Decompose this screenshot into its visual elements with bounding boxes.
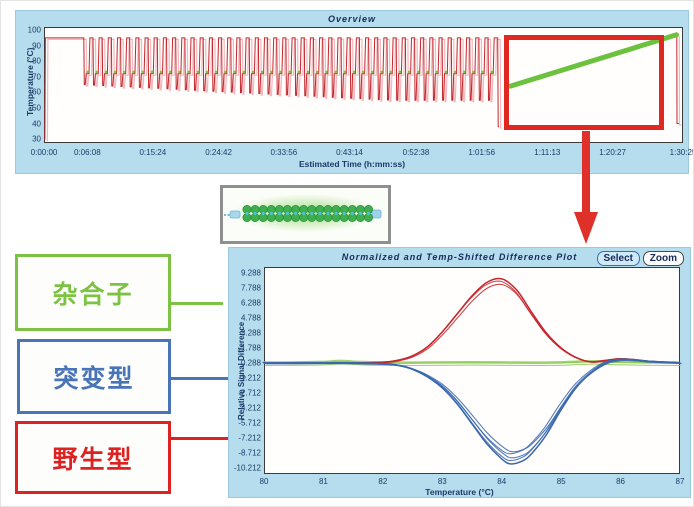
select-button[interactable]: Select	[596, 251, 640, 266]
tick-label: 0:24:42	[205, 148, 232, 157]
callout-arrow-shaft	[582, 131, 590, 214]
overview-y-axis-label: Temperature (°C)	[25, 47, 35, 116]
legend-label-mutant: 突变型	[53, 364, 135, 393]
difference-plot-title: Normalized and Temp-Shifted Difference P…	[341, 252, 578, 262]
tick-label: -7.212	[238, 433, 261, 443]
legend-box-wildtype: 野生型	[15, 421, 171, 494]
tick-label: 0:52:38	[402, 148, 430, 157]
tick-label: -1.212	[238, 373, 261, 383]
tick-label: 3.288	[240, 328, 261, 338]
overview-x-axis-label: Estimated Time (h:mm:ss)	[298, 159, 406, 169]
tick-label: 80	[259, 477, 269, 486]
tick-label: 1:01:56	[468, 148, 496, 157]
tick-label: -5.712	[238, 418, 261, 428]
tick-label: -8.712	[238, 448, 261, 458]
tick-label: 6.288	[240, 298, 261, 308]
tick-label: 87	[675, 477, 685, 486]
tick-label: -4.212	[238, 403, 261, 413]
legend-label-heterozygote: 杂合子	[52, 280, 134, 309]
tick-label: 81	[318, 477, 328, 486]
legend-connector-wildtype	[171, 437, 228, 440]
tick-label: -2.712	[238, 388, 261, 398]
legend-connector-mutant	[171, 377, 228, 380]
tick-label: 86	[616, 477, 626, 486]
tick-label: 1:11:13	[534, 148, 561, 157]
tick-label: 82	[378, 477, 388, 486]
tick-label: 40	[32, 119, 41, 129]
tick-label: 30	[32, 134, 41, 144]
tick-label: 1.788	[240, 343, 261, 353]
tick-label: 50	[32, 103, 41, 113]
tick-label: 60	[32, 87, 41, 97]
legend-box-heterozygote: 杂合子	[15, 254, 171, 331]
capillary-strip-image	[220, 185, 391, 244]
tick-label: 84	[497, 477, 507, 486]
tick-label: 80	[32, 56, 41, 66]
tick-label: 0:06:08	[73, 148, 101, 157]
tick-label: 0:00:00	[30, 148, 58, 157]
tick-label: 7.788	[240, 283, 261, 293]
tick-label: 4.788	[240, 313, 261, 323]
difference-plot-panel: Normalized and Temp-Shifted Difference P…	[228, 247, 691, 498]
overview-title: Overview	[327, 14, 377, 24]
overview-panel: Overview 100 90 80 70 60 50 40 30 0:00:00 0:06:0…	[15, 10, 693, 174]
tick-label: 83	[437, 477, 447, 486]
overview-temperature-trace	[44, 32, 682, 142]
tick-label: 0:43:14	[336, 148, 363, 157]
zoom-button[interactable]: Zoom	[642, 251, 684, 266]
tick-label: 1:30:25	[669, 148, 694, 157]
difference-curves	[262, 277, 682, 465]
melt-region-highlight-box	[504, 35, 664, 130]
tick-label: 1:20:27	[599, 148, 626, 157]
tick-label: 90	[32, 41, 41, 51]
tick-label: -10.212	[233, 463, 261, 473]
tick-label: 9.288	[240, 268, 261, 278]
legend-label-wildtype: 野生型	[52, 445, 134, 474]
callout-arrow-head-icon	[574, 212, 598, 244]
tick-label: 85	[556, 477, 566, 486]
tick-label: 70	[32, 72, 41, 82]
tick-label: 0:15:24	[139, 148, 167, 157]
difference-y-axis-label: Relative Signal Difference	[237, 321, 246, 420]
legend-connector-heterozygote	[171, 302, 223, 305]
tick-label: 0.288	[240, 358, 261, 368]
capillary-strip-graphic	[224, 194, 382, 232]
difference-x-axis-label: Temperature (°C)	[425, 487, 494, 497]
legend-box-mutant: 突变型	[17, 339, 171, 414]
tick-label: 0:33:56	[270, 148, 298, 157]
tick-label: 100	[27, 25, 41, 35]
